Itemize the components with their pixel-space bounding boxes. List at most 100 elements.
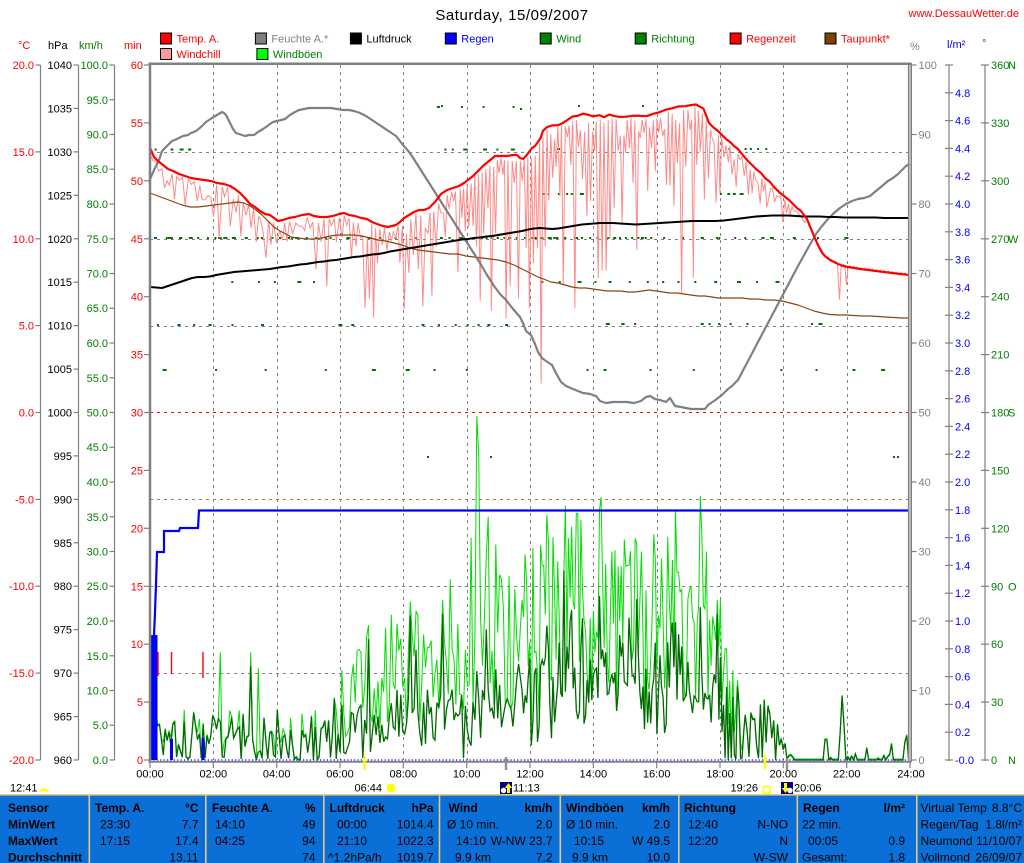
svg-text:0.9: 0.9 xyxy=(888,834,905,848)
svg-text:30: 30 xyxy=(131,408,143,420)
svg-text:45.0: 45.0 xyxy=(87,442,108,454)
svg-text:10.0: 10.0 xyxy=(87,686,108,698)
svg-text:1.6: 1.6 xyxy=(955,533,970,545)
svg-text:W-NW 23.7: W-NW 23.7 xyxy=(491,834,553,848)
svg-text:km/h: km/h xyxy=(524,801,552,815)
svg-text:50: 50 xyxy=(919,408,931,420)
svg-text:17:15: 17:15 xyxy=(100,834,130,848)
svg-text:16:00: 16:00 xyxy=(643,769,671,781)
svg-text:Luftdruck: Luftdruck xyxy=(366,34,412,46)
svg-text:MaxWert: MaxWert xyxy=(8,834,58,848)
svg-text:8.8°C: 8.8°C xyxy=(992,801,1022,815)
svg-text:Feuchte A.*: Feuchte A.* xyxy=(271,34,329,46)
svg-text:Vollmond: Vollmond xyxy=(921,851,970,863)
svg-text:Regen: Regen xyxy=(803,801,840,815)
svg-text:www.DessauWetter.de: www.DessauWetter.de xyxy=(908,8,1019,20)
svg-text:35: 35 xyxy=(131,350,143,362)
svg-text:60: 60 xyxy=(919,338,931,350)
svg-text:11/10/07: 11/10/07 xyxy=(976,834,1022,848)
svg-text:985: 985 xyxy=(54,538,72,550)
svg-text:1035: 1035 xyxy=(48,103,72,115)
svg-text:4.6: 4.6 xyxy=(955,116,970,128)
svg-text:2.2: 2.2 xyxy=(955,449,970,461)
svg-text:0: 0 xyxy=(991,755,997,767)
svg-text:Windböen: Windböen xyxy=(273,49,323,61)
svg-text:Sensor: Sensor xyxy=(8,801,49,815)
svg-text:10:00: 10:00 xyxy=(453,769,481,781)
svg-text:1.8l/m²: 1.8l/m² xyxy=(985,818,1022,832)
svg-text:70.0: 70.0 xyxy=(87,269,108,281)
svg-text:W: W xyxy=(1008,234,1019,246)
svg-text:Virtual Temp: Virtual Temp xyxy=(921,801,988,815)
svg-text:N-NO: N-NO xyxy=(757,818,788,832)
svg-text:360: 360 xyxy=(991,60,1009,72)
svg-text:Regen/Tag: Regen/Tag xyxy=(921,818,979,832)
svg-text:1030: 1030 xyxy=(48,147,72,159)
svg-text:-20.0: -20.0 xyxy=(9,755,34,767)
svg-text:W-SW: W-SW xyxy=(754,851,789,863)
svg-text:25.0: 25.0 xyxy=(87,581,108,593)
svg-text:30: 30 xyxy=(919,547,931,559)
svg-text:2.0: 2.0 xyxy=(536,818,553,832)
svg-text:04:00: 04:00 xyxy=(263,769,291,781)
svg-text:Regenzeit: Regenzeit xyxy=(746,34,796,46)
svg-text:l/m²: l/m² xyxy=(947,39,966,51)
svg-text:18:00: 18:00 xyxy=(706,769,734,781)
svg-text:1010: 1010 xyxy=(48,321,72,333)
svg-text:1014.4: 1014.4 xyxy=(397,818,434,832)
svg-text:1020: 1020 xyxy=(48,234,72,246)
svg-text:Richtung: Richtung xyxy=(684,801,736,815)
svg-text:0.6: 0.6 xyxy=(955,672,970,684)
svg-text:0: 0 xyxy=(919,755,925,767)
svg-text:20.0: 20.0 xyxy=(87,616,108,628)
svg-text:2.0: 2.0 xyxy=(653,818,670,832)
svg-text:7.2: 7.2 xyxy=(536,851,553,863)
svg-text:1005: 1005 xyxy=(48,364,72,376)
svg-text:%: % xyxy=(305,801,316,815)
svg-text:5.0: 5.0 xyxy=(19,321,34,333)
svg-text:S: S xyxy=(1008,408,1015,420)
svg-text:330: 330 xyxy=(991,118,1009,130)
svg-text:00:00: 00:00 xyxy=(337,818,367,832)
svg-text:100.0: 100.0 xyxy=(80,60,108,72)
svg-text:04:25: 04:25 xyxy=(215,834,245,848)
svg-text:Richtung: Richtung xyxy=(651,34,694,46)
svg-text:1015: 1015 xyxy=(48,277,72,289)
svg-text:10.0: 10.0 xyxy=(13,234,34,246)
svg-text:24:00: 24:00 xyxy=(897,769,925,781)
svg-text:Windchill: Windchill xyxy=(177,49,221,61)
svg-text:Wind: Wind xyxy=(449,801,478,815)
svg-text:20.0: 20.0 xyxy=(13,60,34,72)
svg-text:9.9 km: 9.9 km xyxy=(572,851,608,863)
svg-text:22 min.: 22 min. xyxy=(802,818,841,832)
svg-text:80: 80 xyxy=(919,199,931,211)
svg-text:15: 15 xyxy=(131,581,143,593)
svg-text:Saturday, 15/09/2007: Saturday, 15/09/2007 xyxy=(435,7,588,24)
svg-text:N: N xyxy=(1008,60,1016,72)
svg-text:10: 10 xyxy=(131,639,143,651)
svg-text:km/h: km/h xyxy=(79,40,103,52)
svg-text:60: 60 xyxy=(991,639,1003,651)
svg-text:-5.0: -5.0 xyxy=(15,494,34,506)
svg-text:2.0: 2.0 xyxy=(955,477,970,489)
svg-text:23:30: 23:30 xyxy=(100,818,130,832)
svg-text:0.4: 0.4 xyxy=(955,699,970,711)
svg-text:2.4: 2.4 xyxy=(955,421,970,433)
svg-text:3.6: 3.6 xyxy=(955,255,970,267)
svg-text:50: 50 xyxy=(131,176,143,188)
svg-text:Neumond: Neumond xyxy=(921,834,973,848)
svg-text:4.2: 4.2 xyxy=(955,171,970,183)
svg-text:1.8: 1.8 xyxy=(955,505,970,517)
svg-text:94: 94 xyxy=(302,834,316,848)
svg-text:270: 270 xyxy=(991,234,1009,246)
svg-text:100: 100 xyxy=(919,60,937,72)
svg-text:°C: °C xyxy=(185,801,199,815)
svg-text:10:15: 10:15 xyxy=(574,834,604,848)
svg-text:06:00: 06:00 xyxy=(326,769,354,781)
svg-text:19:26: 19:26 xyxy=(730,783,758,795)
svg-text:°C: °C xyxy=(18,40,30,52)
svg-text:Temp. A.: Temp. A. xyxy=(177,34,220,46)
svg-text:-0.0: -0.0 xyxy=(955,755,974,767)
svg-text:55.0: 55.0 xyxy=(87,373,108,385)
svg-text:75.0: 75.0 xyxy=(87,234,108,246)
